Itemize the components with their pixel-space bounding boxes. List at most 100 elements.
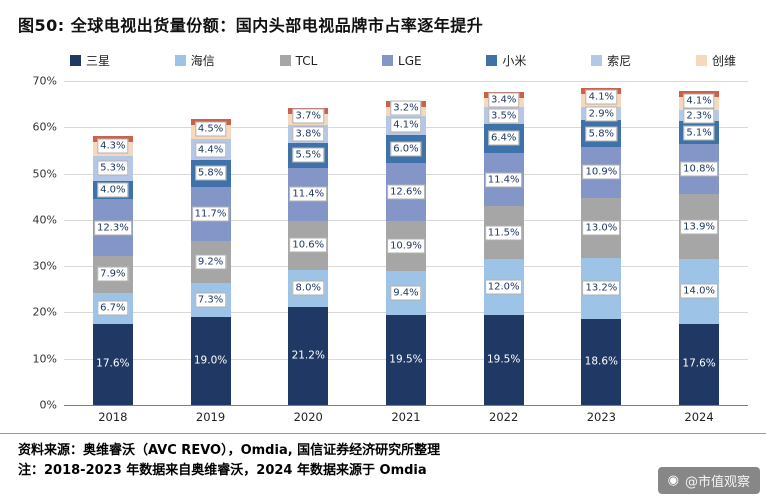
x-tick-label-2022: 2022 xyxy=(489,410,519,424)
x-tick-label-2019: 2019 xyxy=(195,410,226,424)
segment-label: 4.5% xyxy=(194,121,227,137)
segment-label: 19.0% xyxy=(193,354,228,367)
legend-item-三星: 三星 xyxy=(70,52,110,69)
segment-LGE-2023: 10.9% xyxy=(581,147,622,198)
segment-label: 17.6% xyxy=(96,357,130,370)
legend-item-LGE: LGE xyxy=(382,54,422,68)
segment-三星-2021: 19.5% xyxy=(385,314,426,405)
segment-label: 3.2% xyxy=(390,100,422,116)
y-tick-label: 70% xyxy=(32,74,57,88)
segment-label: 10.9% xyxy=(387,238,425,254)
segment-海信-2024: 14.0% xyxy=(679,258,720,324)
gridline-70% xyxy=(64,81,748,82)
source-line: 资料来源：奥维睿沃（AVC REVO），Omdia, 国信证券经济研究所整理 xyxy=(18,443,441,458)
segment-TCL-2022: 11.5% xyxy=(483,206,524,260)
segment-label: 7.3% xyxy=(194,292,227,308)
segment-label: 11.4% xyxy=(289,186,328,202)
segment-索尼-2024: 2.3% xyxy=(679,108,720,124)
segment-label: 21.2% xyxy=(291,349,325,362)
segment-label: 3.8% xyxy=(292,126,324,142)
segment-label: 6.7% xyxy=(97,300,129,316)
segment-label: 12.0% xyxy=(484,279,523,295)
legend-label: 三星 xyxy=(86,54,111,68)
segment-label: 8.0% xyxy=(292,280,324,296)
legend-label: 创维 xyxy=(711,54,736,68)
legend-label: 海信 xyxy=(190,54,215,68)
segment-label: 19.5% xyxy=(389,353,423,366)
segment-label: 18.6% xyxy=(584,355,619,368)
segment-三星-2018: 17.6% xyxy=(92,323,133,405)
bar-2021: 19.5% 9.4% 10.9% 12.6% 6.0% 4.1% 3.2% xyxy=(385,81,426,405)
segment-TCL-2019: 9.2% xyxy=(190,240,231,284)
segment-label: 12.3% xyxy=(93,220,132,236)
y-tick-label: 0% xyxy=(39,398,57,412)
segment-LGE-2018: 12.3% xyxy=(92,199,133,256)
bar-2018: 17.6% 6.7% 7.9% 12.3% 4.0% 5.3% 4.3% xyxy=(92,81,133,405)
segment-label: 4.1% xyxy=(585,89,618,105)
segment-label: 4.1% xyxy=(390,117,422,133)
segment-三星-2023: 18.6% xyxy=(581,318,622,405)
legend-item-索尼: 索尼 xyxy=(591,52,631,69)
legend-item-小米: 小米 xyxy=(486,52,526,69)
chart-legend: 三星 海信 TCL LGE 小米 索尼 创维 xyxy=(70,52,736,69)
legend-item-创维: 创维 xyxy=(695,52,736,69)
legend-label: LGE xyxy=(398,53,422,68)
segment-小米-2021: 6.0% xyxy=(385,134,426,163)
segment-索尼-2023: 2.9% xyxy=(581,106,622,122)
x-tick-label-2023: 2023 xyxy=(586,410,616,424)
segment-label: 2.3% xyxy=(683,108,715,124)
bars-group: 17.6% 6.7% 7.9% 12.3% 4.0% 5.3% 4.3% 19.0% 7.3% 9… xyxy=(64,81,748,405)
legend-swatch xyxy=(486,55,498,66)
legend-swatch xyxy=(695,55,707,66)
segment-小米-2024: 5.1% xyxy=(679,120,720,145)
bar-2019: 19.0% 7.3% 9.2% 11.7% 5.8% 4.4% 4.5% xyxy=(190,81,231,405)
segment-索尼-2022: 3.5% xyxy=(483,107,524,124)
segment-创维-2020: 3.7% xyxy=(288,107,329,125)
segment-索尼-2020: 3.8% xyxy=(288,125,329,143)
segment-label: 19.5% xyxy=(486,353,521,366)
segment-label: 7.9% xyxy=(97,266,129,282)
segment-创维-2024: 4.1% xyxy=(679,91,720,111)
note-line: 注：2018-2023 年数据来自奥维睿沃，2024 年数据来源于 Omdia xyxy=(18,463,427,478)
segment-海信-2022: 12.0% xyxy=(483,259,524,315)
segment-小米-2019: 5.8% xyxy=(190,159,231,187)
segment-label: 10.9% xyxy=(582,164,621,180)
x-tick-label-2020: 2020 xyxy=(293,410,323,424)
segment-label: 6.4% xyxy=(487,130,520,146)
segment-label: 4.3% xyxy=(97,138,129,154)
segment-创维-2019: 4.5% xyxy=(190,118,231,140)
segment-label: 4.0% xyxy=(97,182,129,198)
segment-创维-2021: 3.2% xyxy=(385,100,426,116)
segment-label: 13.9% xyxy=(680,219,718,235)
segment-label: 5.8% xyxy=(194,165,227,181)
segment-label: 9.2% xyxy=(194,254,227,270)
y-tick-label: 50% xyxy=(32,167,57,181)
legend-swatch xyxy=(174,55,186,66)
segment-创维-2022: 3.4% xyxy=(483,91,524,108)
segment-label: 13.2% xyxy=(582,280,621,296)
segment-小米-2023: 5.8% xyxy=(581,120,622,148)
footer-divider xyxy=(0,433,766,434)
bar-2023: 18.6% 13.2% 13.0% 10.9% 5.8% 2.9% 4.1% xyxy=(581,81,622,405)
segment-label: 11.4% xyxy=(484,172,523,188)
segment-TCL-2018: 7.9% xyxy=(92,255,133,293)
segment-label: 14.0% xyxy=(680,283,718,299)
segment-LGE-2020: 11.4% xyxy=(288,168,329,221)
segment-label: 12.6% xyxy=(387,184,425,200)
y-tick-label: 30% xyxy=(32,259,57,273)
legend-swatch xyxy=(70,55,81,66)
segment-label: 3.5% xyxy=(487,108,520,124)
segment-索尼-2019: 4.4% xyxy=(190,139,231,160)
segment-label: 11.5% xyxy=(484,225,523,241)
segment-label: 5.5% xyxy=(292,147,324,163)
y-tick-label: 10% xyxy=(32,352,57,366)
plot-area: 17.6% 6.7% 7.9% 12.3% 4.0% 5.3% 4.3% 19.0% 7.3% 9… xyxy=(33,75,748,412)
watermark-text: @市值观察 xyxy=(684,475,750,490)
segment-创维-2018: 4.3% xyxy=(92,136,133,157)
legend-label: TCL xyxy=(295,53,318,68)
y-tick-label: 40% xyxy=(32,213,57,227)
legend-item-海信: 海信 xyxy=(174,52,215,69)
segment-label: 3.4% xyxy=(487,92,520,108)
segment-三星-2024: 17.6% xyxy=(679,323,720,405)
segment-海信-2019: 7.3% xyxy=(190,283,231,318)
